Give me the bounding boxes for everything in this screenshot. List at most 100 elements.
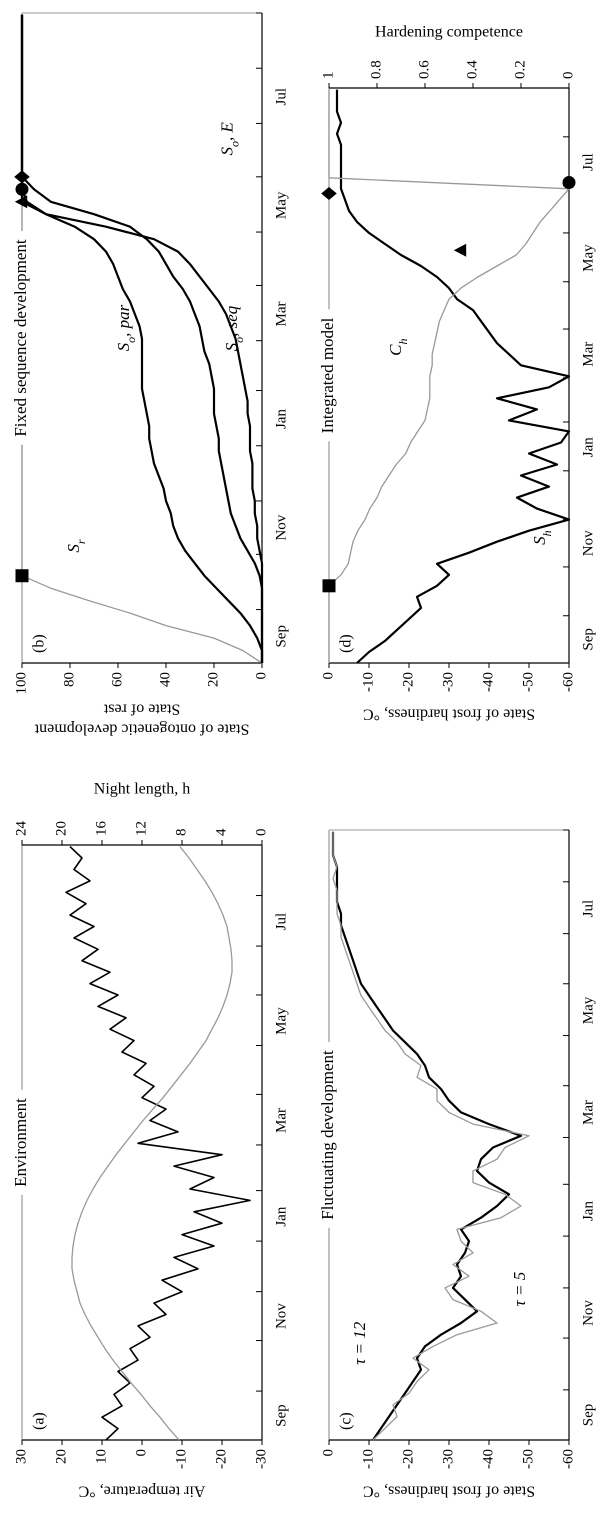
y-tick-label: 0 (320, 1449, 336, 1457)
x-tick-label: Nov (580, 530, 596, 556)
series-label-name: C (386, 344, 405, 356)
series-label-name: S (217, 146, 236, 155)
marker-square (15, 569, 29, 583)
x-tick-label: Jul (580, 153, 596, 171)
y-axis-label: Air temperature, °C (79, 1482, 206, 1499)
y-tick-label: -50 (520, 672, 536, 692)
y-tick-label: 20 (53, 1449, 69, 1464)
x-tick-label: Mar (273, 1108, 289, 1133)
y2-tick-label: 0.2 (512, 60, 528, 79)
panel-label: (b) (31, 634, 48, 653)
y-tick-label: -30 (440, 672, 456, 692)
series-label-name: τ = 12 (350, 1321, 369, 1365)
series-label-sub: h (396, 338, 410, 344)
title-background (10, 231, 30, 445)
marker-triangle (453, 243, 467, 257)
x-tick-label: Nov (580, 1300, 596, 1326)
x-tick-label: Mar (273, 301, 289, 326)
title-background (317, 309, 337, 442)
series-label-name: S (114, 342, 133, 351)
x-tick-label: Jan (580, 437, 596, 457)
marker-triangle (14, 195, 28, 209)
y2-tick-label: 12 (133, 821, 149, 836)
series-line (328, 89, 570, 663)
series-label: So, seq (222, 305, 246, 351)
series-label-sub: o (124, 337, 138, 343)
x-tick-label: Jan (273, 409, 289, 429)
y-tick-label: -10 (360, 1449, 376, 1469)
series-label: Ch (386, 338, 410, 355)
series-label: So, par (114, 304, 138, 351)
y-tick-label: -30 (253, 1449, 269, 1469)
y-tick-label: 80 (61, 672, 77, 687)
x-tick-label: Jan (580, 1201, 596, 1221)
panel: Sep Nov Jan Mar May Jul 0 -10 -20 -30 -40 -50 -60 Sta… (317, 24, 596, 722)
y-tick-label: 60 (109, 672, 125, 687)
y2-tick-label: 20 (53, 821, 69, 836)
y2-tick-label: 0 (560, 72, 576, 80)
series-label: Sr (64, 539, 88, 553)
panel-title: Fluctuating development (318, 1050, 337, 1220)
x-tick-label: Jul (273, 913, 289, 931)
y-tick-label: 100 (13, 672, 29, 695)
y2-tick-label: 1 (320, 72, 336, 80)
panel: Sep Nov Jan Mar May Jul 30 20 10 0 -10 -20 -30 Air te… (10, 781, 289, 1499)
series-label: τ = 12 (350, 1321, 369, 1365)
y2-tick-label: 0.4 (464, 60, 480, 79)
y-tick-label: -30 (440, 1449, 456, 1469)
x-tick-label: Jul (580, 900, 596, 918)
x-tick-label: May (273, 191, 289, 219)
x-tick-label: Nov (273, 1303, 289, 1329)
series-label-name: τ = 5 (510, 1272, 529, 1307)
x-tick-label: Sep (273, 625, 289, 648)
panel-title: Fixed sequence development (11, 239, 30, 437)
series-line (331, 831, 523, 1441)
y-tick-label: 0 (320, 672, 336, 680)
series-line (20, 14, 264, 663)
panel-label: (a) (31, 1412, 48, 1430)
y-tick-label: -10 (360, 672, 376, 692)
y2-axis-label: Night length, h (94, 781, 190, 798)
y-tick-label: -20 (400, 672, 416, 692)
y-axis-label: State of ontogenetic development (34, 720, 249, 737)
y2-axis-label: Hardening competence (375, 24, 523, 41)
marker-square (322, 579, 336, 593)
series-label-suffix: , E (217, 121, 236, 141)
marker-diamond (14, 170, 30, 184)
x-tick-label: Mar (580, 342, 596, 367)
series-label: So, E (217, 121, 241, 155)
x-tick-label: Mar (580, 1100, 596, 1125)
y2-tick-label: 4 (213, 828, 229, 836)
y-tick-label: -40 (480, 1449, 496, 1469)
title-background (10, 1089, 30, 1195)
series-label-name: S (222, 342, 241, 351)
x-tick-label: Nov (273, 514, 289, 540)
series-label-sub: o (227, 141, 241, 147)
y2-tick-label: 0 (253, 829, 269, 837)
x-tick-label: Sep (273, 1404, 289, 1427)
series-label-sub: o (232, 337, 246, 343)
y-tick-label: -20 (400, 1449, 416, 1469)
y2-tick-label: 16 (93, 821, 109, 837)
panel-title: Integrated model (318, 317, 337, 433)
y-tick-label: -20 (213, 1449, 229, 1469)
y-tick-label: -10 (173, 1449, 189, 1469)
series-line (332, 831, 530, 1441)
series-label-suffix: , par (114, 304, 133, 337)
y2-tick-label: 0.6 (416, 60, 432, 79)
marker-diamond (321, 187, 337, 201)
y-tick-label: 20 (205, 672, 221, 687)
y-tick-label: 10 (93, 1449, 109, 1464)
series-label-sub: r (74, 539, 88, 544)
panel: Sep Nov Jan Mar May Jul 100 80 60 40 20 0 State of o… (10, 12, 289, 737)
y2-tick-label: 24 (13, 821, 29, 837)
series-label: Sh (530, 530, 554, 545)
x-tick-label: Jul (273, 88, 289, 106)
y2-tick-label: 0.8 (368, 60, 384, 79)
y-axis-label: State of frost hardiness, °C (363, 1482, 535, 1499)
panel-label: (c) (338, 1412, 355, 1430)
x-tick-label: Sep (580, 628, 596, 651)
y-tick-label: -40 (480, 672, 496, 692)
y-tick-label: 0 (133, 1449, 149, 1457)
